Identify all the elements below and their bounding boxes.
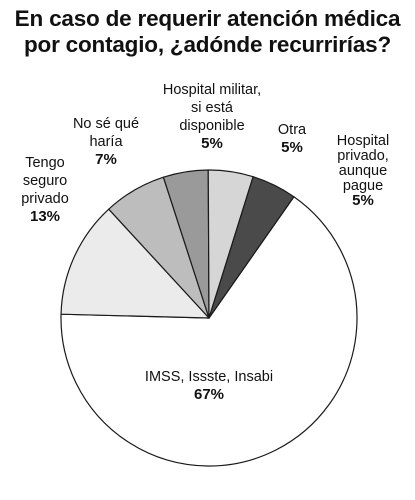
pie-label-4-line-3: disponible <box>179 118 244 134</box>
pie-label-6-line-2: privado, <box>337 148 389 164</box>
pie-value-label-6: 5% <box>352 192 374 209</box>
pie-value-label-3: 7% <box>95 151 117 168</box>
pie-label-2-line-3: privado <box>21 191 69 207</box>
chart-title-line-2: por contagio, ¿adónde recurrirías? <box>23 32 391 57</box>
pie-label-3: No sé qué haría 7% <box>73 116 139 168</box>
pie-label-3-line-2: haría <box>89 134 123 150</box>
pie-value-label-4: 5% <box>201 135 223 152</box>
pie-label-2-line-1: Tengo <box>25 155 65 171</box>
pie-value-label-2: 13% <box>30 208 60 225</box>
pie-label-6-line-1: Hospital <box>337 133 389 149</box>
pie-slice-6 <box>208 176 295 319</box>
pie-label-4: Hospital militar, si está disponible 5% <box>163 82 261 152</box>
pie-label-4-line-1: Hospital militar, <box>163 82 261 98</box>
chart-title: En caso de requerir atención médica por … <box>0 6 415 58</box>
pie-label-3-line-1: No sé qué <box>73 116 139 132</box>
pie-labels: IMSS, Issste, Insabi 67% Tengo seguro privad… <box>21 82 389 403</box>
pie-label-5: Otra 5% <box>278 122 307 156</box>
pie-label-6-line-3: aunque <box>339 163 387 179</box>
pie-label-6-line-4: pague <box>343 178 383 194</box>
pie-label-5-line-1: Otra <box>278 122 307 138</box>
pie-slice-2 <box>60 208 210 319</box>
pie-label-6: Hospital privado, aunque pague 5% <box>337 133 389 209</box>
pie-label-4-line-2: si está <box>191 100 234 116</box>
chart-title-line-1: En caso de requerir atención médica <box>14 6 401 31</box>
pie-label-2-line-2: seguro <box>23 173 67 189</box>
pie-label-1-line-1: IMSS, Issste, Insabi <box>145 369 273 385</box>
pie-slices <box>60 169 358 467</box>
pie-value-label-5: 5% <box>281 139 303 156</box>
pie-slice-1 <box>60 196 358 467</box>
pie-label-2: Tengo seguro privado 13% <box>21 155 69 225</box>
pie-label-1: IMSS, Issste, Insabi 67% <box>145 369 273 403</box>
pie-value-label-1: 67% <box>194 386 224 403</box>
